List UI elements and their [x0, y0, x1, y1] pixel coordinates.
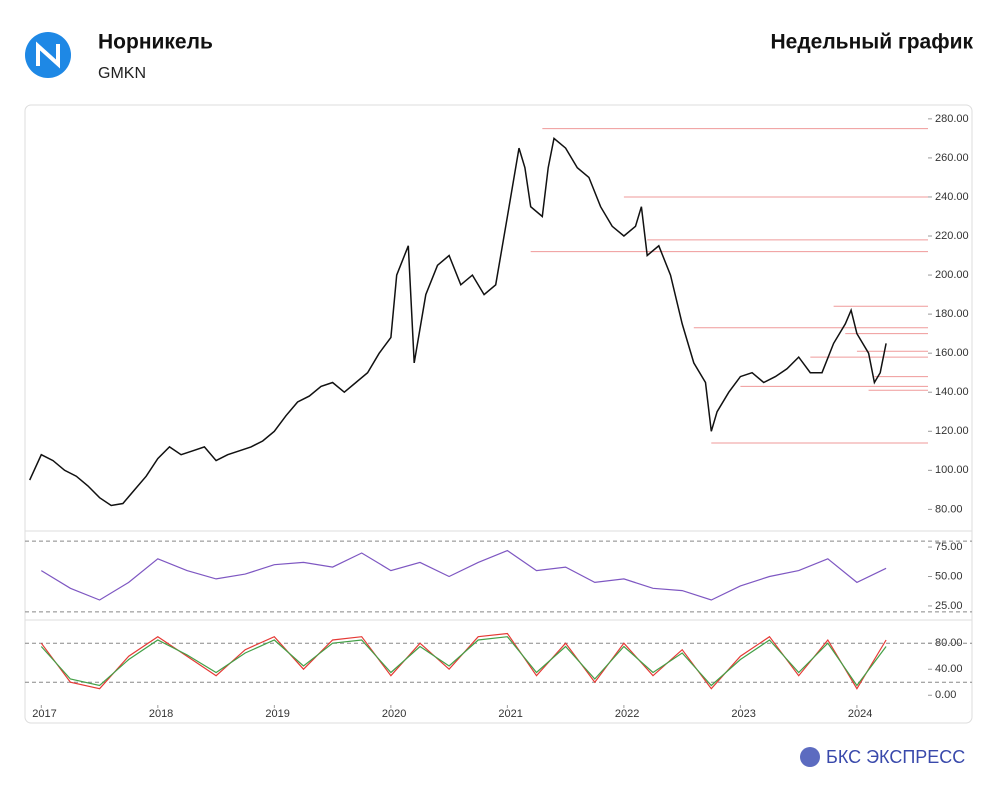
brand-logo — [800, 747, 820, 767]
y-tick-label: 200.00 — [935, 269, 969, 281]
ticker: GMKN — [98, 65, 146, 82]
series-line — [40, 632, 887, 690]
y-tick-label: 280.00 — [935, 113, 969, 125]
y-tick-label: 0.00 — [935, 689, 956, 701]
y-tick-label: 160.00 — [935, 347, 969, 359]
y-tick-label: 75.00 — [935, 541, 963, 553]
y-tick-label: 80.00 — [935, 503, 963, 515]
plots: 80.00 100.00 120.00 140.00 160.00 180.00 200.0… — [25, 113, 972, 720]
x-tick-label: 2022 — [615, 708, 639, 720]
x-tick-label: 2021 — [498, 708, 522, 720]
y-tick-label: 50.00 — [935, 570, 963, 582]
y-tick-label: 40.00 — [935, 663, 963, 675]
x-tick-label: 2017 — [32, 708, 56, 720]
subtitle: Недельный график — [770, 31, 973, 54]
brand: БКС ЭКСПРЕСС — [826, 747, 965, 767]
y-tick-label: 80.00 — [935, 637, 963, 649]
y-tick-label: 260.00 — [935, 152, 969, 164]
logo-mark — [36, 41, 60, 69]
x-tick-label: 2019 — [265, 708, 289, 720]
x-tick-label: 2020 — [382, 708, 406, 720]
y-tick-label: 240.00 — [935, 191, 969, 203]
y-tick-label: 100.00 — [935, 464, 969, 476]
y-tick-label: 120.00 — [935, 425, 969, 437]
y-tick-label: 180.00 — [935, 308, 969, 320]
y-tick-label: 220.00 — [935, 230, 969, 242]
x-tick-label: 2024 — [848, 708, 872, 720]
series-line — [40, 549, 887, 601]
x-tick-label: 2023 — [731, 708, 755, 720]
series-line — [40, 636, 887, 687]
series-line — [29, 137, 887, 507]
y-tick-label: 25.00 — [935, 600, 963, 612]
panel — [24, 104, 973, 724]
y-tick-label: 140.00 — [935, 386, 969, 398]
x-tick-label: 2018 — [149, 708, 173, 720]
title: Норникель — [98, 31, 213, 54]
